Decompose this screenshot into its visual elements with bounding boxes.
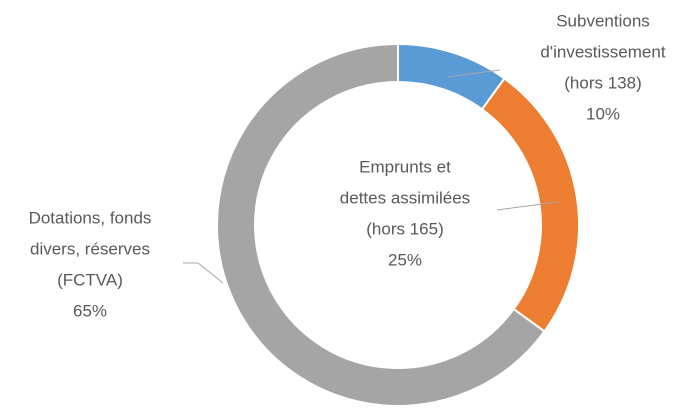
data-label: d'investissement	[540, 42, 665, 61]
data-label: Emprunts et	[359, 157, 451, 176]
donut-segment	[480, 77, 580, 333]
data-label: dettes assimilées	[340, 188, 470, 207]
data-label: (hors 165)	[366, 219, 443, 238]
leader-line	[496, 201, 559, 211]
data-label: (hors 138)	[564, 73, 641, 92]
data-label-value: 65%	[73, 301, 107, 320]
data-label: Subventions	[556, 11, 650, 30]
donut-segment	[216, 42, 546, 407]
leader-line	[446, 69, 501, 78]
data-label: divers, réserves	[30, 239, 150, 258]
data-label-value: 10%	[586, 104, 620, 123]
data-label-value: 25%	[388, 250, 422, 269]
data-label: (FCTVA)	[57, 270, 123, 289]
data-label: Dotations, fonds	[29, 208, 152, 227]
leader-line	[183, 262, 224, 284]
